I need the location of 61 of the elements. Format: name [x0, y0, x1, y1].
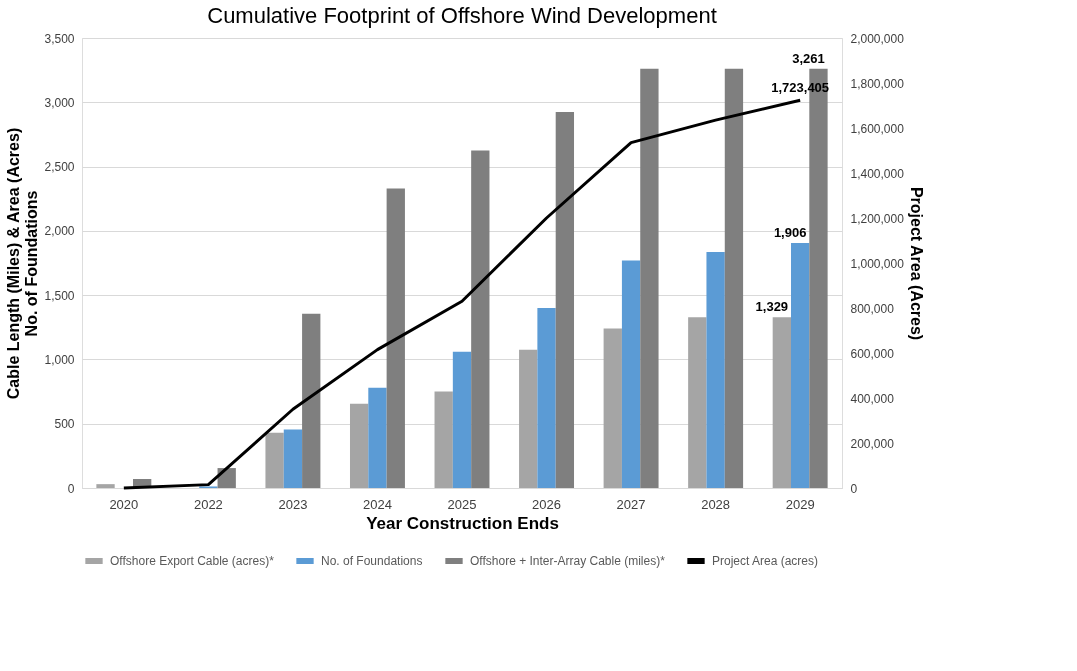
bar — [519, 349, 538, 488]
x-tick-label: 2024 — [363, 496, 392, 512]
data-label: 1,329 — [755, 299, 789, 315]
x-tick-label: 2020 — [109, 496, 139, 512]
y-tick-label: 500 — [54, 417, 75, 432]
x-tick-label: 2026 — [532, 496, 561, 512]
bar — [706, 252, 725, 488]
bar — [537, 308, 556, 488]
y-tick-label: 3,500 — [44, 31, 75, 46]
y2-tick-label: 1,600,000 — [850, 121, 905, 136]
y2-tick-label: 2,000,000 — [850, 31, 905, 46]
x-tick-label: 2028 — [701, 496, 731, 512]
bar — [772, 317, 791, 488]
data-label: 1,723,405 — [771, 80, 830, 96]
x-tick-label: 2022 — [193, 496, 223, 512]
y2-tick-label: 0 — [850, 481, 858, 496]
bar — [603, 328, 622, 488]
y2-tick-label: 1,400,000 — [850, 166, 905, 181]
y2-tick-label: 1,000,000 — [850, 256, 905, 271]
y2-tick-label: 400,000 — [850, 391, 895, 406]
y-axis-title: Cable Length (Miles) & Area (Acres) No. of Foundations — [5, 127, 41, 400]
bar — [621, 260, 641, 488]
bar — [434, 391, 453, 488]
bar — [555, 111, 575, 488]
bar — [471, 150, 490, 488]
legend-label: No. of Foundations — [321, 554, 423, 568]
x-tick-label: 2029 — [785, 496, 815, 512]
bar — [368, 387, 387, 488]
y-tick-label: 2,500 — [44, 160, 75, 175]
y2-tick-label: 200,000 — [850, 436, 895, 451]
bar — [96, 484, 115, 488]
bar — [302, 313, 321, 488]
y2-tick-label: 800,000 — [850, 301, 895, 316]
y-tick-label: 1,500 — [44, 288, 75, 303]
bar — [386, 188, 405, 488]
bar — [640, 68, 659, 488]
legend-label: Project Area (acres) — [712, 554, 819, 568]
bar — [283, 429, 303, 488]
x-tick-label: 2023 — [278, 496, 308, 512]
y2-tick-label: 1,800,000 — [850, 76, 905, 91]
y2-axis-title: Project Area (Acres) — [907, 186, 925, 341]
y-tick-label: 2,000 — [44, 224, 75, 239]
chart-title: Cumulative Footprint of Offshore Wind Development — [207, 3, 717, 28]
bar — [452, 351, 472, 488]
legend-label: Offshore + Inter-Array Cable (miles)* — [470, 554, 666, 568]
legend-label: Offshore Export Cable (acres)* — [110, 554, 275, 568]
bar — [349, 403, 369, 488]
y2-tick-label: 1,200,000 — [850, 211, 905, 226]
x-axis-title: Year Construction Ends — [366, 513, 559, 533]
y-tick-label: 0 — [67, 481, 75, 496]
bar — [265, 432, 284, 488]
data-label: 1,906 — [773, 224, 807, 240]
x-tick-label: 2025 — [447, 496, 477, 512]
y-tick-label: 3,000 — [44, 95, 75, 110]
x-tick-label: 2027 — [616, 496, 646, 512]
bar — [688, 317, 707, 488]
data-label: 3,261 — [792, 50, 825, 66]
y2-tick-label: 600,000 — [850, 346, 895, 361]
bar — [791, 242, 810, 488]
y-tick-label: 1,000 — [44, 352, 75, 367]
bar — [724, 68, 744, 488]
